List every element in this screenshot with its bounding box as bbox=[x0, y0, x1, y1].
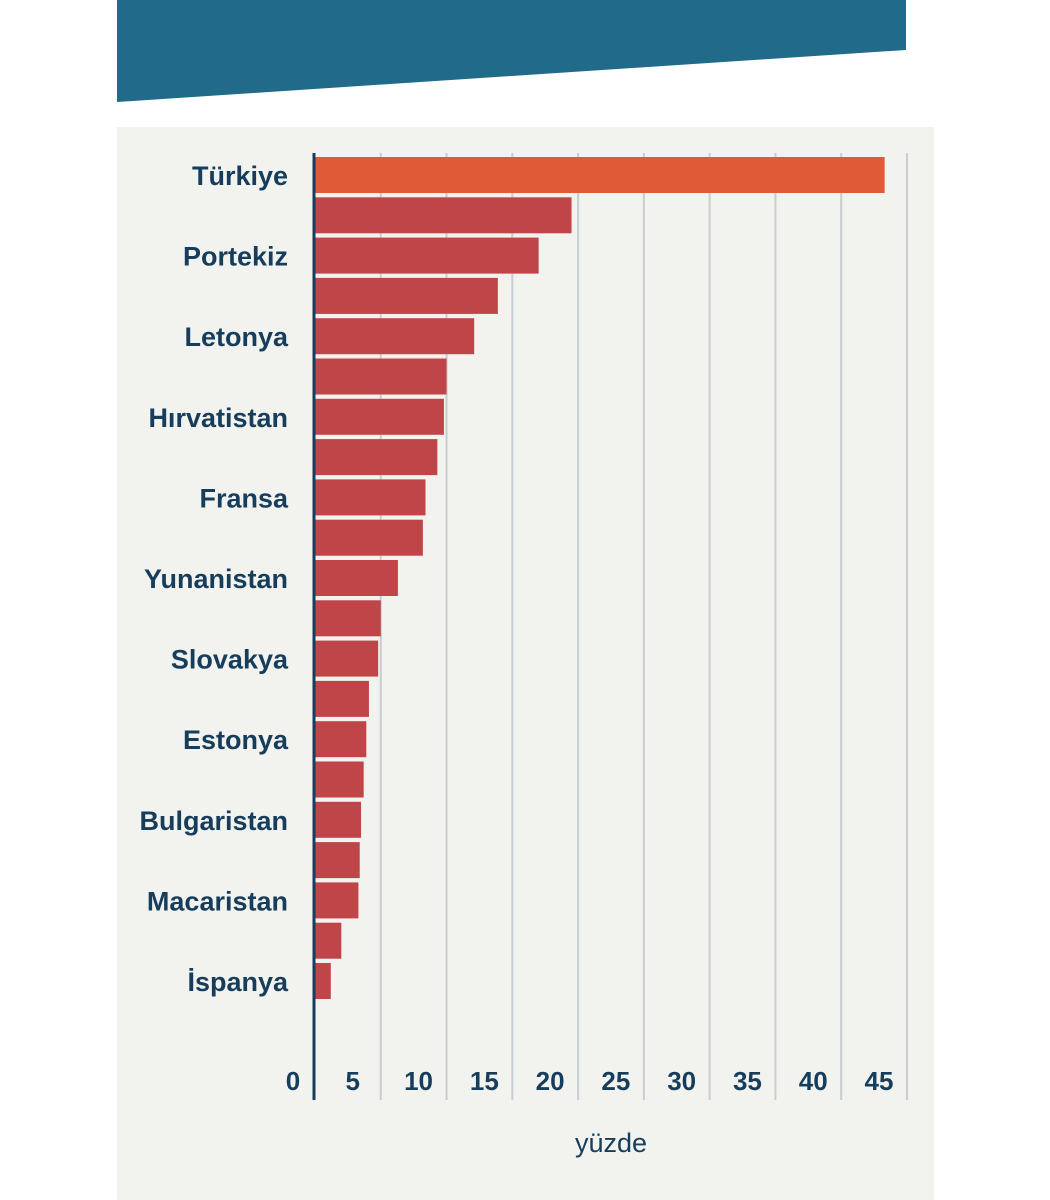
category-label: Hırvatistan bbox=[148, 403, 288, 433]
x-tick-label: 40 bbox=[799, 1066, 828, 1096]
bar-1 bbox=[315, 157, 885, 193]
bars bbox=[315, 157, 885, 999]
category-label: Letonya bbox=[184, 322, 289, 352]
x-axis-title: yüzde bbox=[575, 1128, 647, 1158]
bar-7 bbox=[315, 398, 444, 435]
bar-15 bbox=[315, 721, 367, 758]
category-label: Bulgaristan bbox=[139, 806, 288, 836]
category-label: Estonya bbox=[183, 725, 289, 755]
x-tick-label: 15 bbox=[470, 1066, 499, 1096]
bar-20 bbox=[315, 922, 342, 959]
category-labels: Türkiye Portekiz Letonya Hırvatistan Fransa Y… bbox=[139, 161, 289, 997]
bar-13 bbox=[315, 640, 379, 677]
bar-19 bbox=[315, 882, 359, 919]
bar-6 bbox=[315, 358, 447, 395]
bar-11 bbox=[315, 560, 398, 596]
bar-4 bbox=[315, 277, 498, 314]
x-tick-label: 10 bbox=[404, 1066, 433, 1096]
bar-10 bbox=[315, 519, 423, 556]
bar-18 bbox=[315, 842, 360, 879]
x-tick-label: 20 bbox=[536, 1066, 565, 1096]
x-tick-label: 25 bbox=[601, 1066, 630, 1096]
category-label: Türkiye bbox=[192, 161, 288, 191]
bar-5 bbox=[315, 318, 475, 355]
bar-16 bbox=[315, 761, 364, 798]
x-tick-labels: 0 5 10 15 20 25 30 35 40 45 bbox=[286, 1066, 894, 1096]
category-label: Yunanistan bbox=[144, 564, 288, 594]
category-label: Fransa bbox=[199, 483, 289, 513]
chart-panel bbox=[117, 127, 934, 1200]
bar-8 bbox=[315, 439, 438, 476]
category-label: Macaristan bbox=[147, 886, 288, 916]
x-tick-label: 35 bbox=[733, 1066, 762, 1096]
bar-12 bbox=[315, 600, 381, 637]
x-tick-label: 30 bbox=[667, 1066, 696, 1096]
x-tick-label: 45 bbox=[865, 1066, 894, 1096]
header-banner-shape bbox=[117, 0, 906, 102]
category-label: İspanya bbox=[187, 967, 289, 997]
bar-14 bbox=[315, 680, 369, 717]
bar-3 bbox=[315, 237, 539, 274]
x-tick-label: 5 bbox=[346, 1066, 360, 1096]
bar-2 bbox=[315, 197, 572, 234]
category-label: Portekiz bbox=[183, 242, 288, 272]
category-label: Slovakya bbox=[171, 645, 289, 675]
x-tick-label: 0 bbox=[286, 1066, 300, 1096]
bar-9 bbox=[315, 479, 426, 516]
bar-21 bbox=[315, 963, 331, 999]
header-banner bbox=[117, 0, 906, 102]
bar-17 bbox=[315, 801, 362, 838]
